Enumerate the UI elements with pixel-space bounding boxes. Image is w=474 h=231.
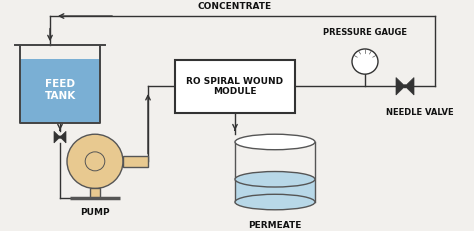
Polygon shape (123, 155, 148, 167)
Polygon shape (405, 78, 414, 95)
Text: PRESSURE GAUGE: PRESSURE GAUGE (323, 28, 407, 37)
Text: PUMP: PUMP (80, 208, 110, 217)
Ellipse shape (235, 171, 315, 187)
Polygon shape (90, 188, 100, 198)
Polygon shape (175, 60, 295, 113)
Text: RO SPIRAL WOUND
MODULE: RO SPIRAL WOUND MODULE (186, 76, 283, 96)
Ellipse shape (235, 194, 315, 210)
Polygon shape (60, 131, 66, 143)
Text: CONCENTRATE: CONCENTRATE (198, 2, 272, 11)
Polygon shape (396, 78, 405, 95)
Polygon shape (235, 179, 315, 202)
Ellipse shape (235, 134, 315, 150)
Polygon shape (20, 59, 100, 123)
Circle shape (85, 152, 105, 171)
Text: NEEDLE VALVE: NEEDLE VALVE (386, 108, 454, 117)
Polygon shape (54, 131, 60, 143)
Text: FEED
TANK: FEED TANK (45, 79, 76, 101)
Circle shape (352, 49, 378, 74)
Circle shape (67, 134, 123, 188)
Text: PERMEATE: PERMEATE (248, 221, 301, 230)
Circle shape (404, 85, 406, 88)
Circle shape (59, 136, 61, 138)
